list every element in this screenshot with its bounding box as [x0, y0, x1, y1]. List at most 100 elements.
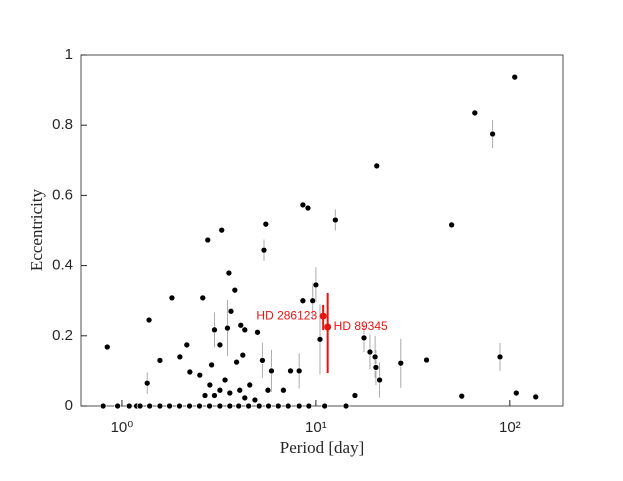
- data-point: [360, 334, 368, 342]
- data-point: [221, 376, 229, 384]
- data-point: [114, 402, 121, 410]
- data-point: [532, 393, 540, 401]
- y-tick-label: 0: [65, 397, 73, 414]
- data-point: [321, 402, 329, 410]
- data-point: [186, 402, 193, 410]
- data-point: [511, 73, 519, 81]
- data-point: [166, 402, 173, 410]
- data-point: [196, 371, 204, 379]
- data-point: [251, 396, 259, 404]
- data-point: [312, 281, 320, 289]
- data-point: [295, 402, 303, 410]
- data-point: [342, 402, 350, 410]
- highlight-point: [319, 312, 327, 320]
- data-point: [241, 394, 249, 402]
- data-point: [216, 386, 224, 394]
- data-point: [208, 361, 215, 369]
- data-point: [268, 367, 275, 375]
- data-point: [196, 402, 203, 410]
- data-point: [299, 297, 307, 305]
- data-point: [143, 379, 151, 387]
- data-point: [241, 326, 249, 334]
- data-point: [305, 402, 313, 410]
- data-point: [351, 392, 359, 399]
- highlight-point: [324, 323, 332, 331]
- data-point: [332, 216, 339, 224]
- data-point: [496, 353, 504, 361]
- data-point: [373, 162, 381, 170]
- data-point: [372, 364, 380, 371]
- data-point: [448, 221, 455, 229]
- data-point: [168, 294, 176, 302]
- data-point: [235, 402, 243, 410]
- data-point: [226, 389, 234, 397]
- data-point: [262, 220, 270, 228]
- data-point: [227, 307, 235, 315]
- x-tick-label: 10⁰: [111, 419, 134, 436]
- data-point: [366, 348, 374, 356]
- data-point: [471, 109, 479, 117]
- data-point: [239, 351, 247, 359]
- data-point: [316, 335, 324, 343]
- data-point: [304, 204, 312, 212]
- data-point: [136, 402, 144, 410]
- data-point: [287, 367, 294, 375]
- data-point: [512, 389, 520, 397]
- x-tick-label: 10²: [499, 419, 521, 436]
- data-point: [146, 402, 154, 410]
- data-point: [259, 357, 266, 364]
- data-point: [145, 316, 153, 324]
- data-point: [156, 357, 164, 364]
- data-point: [299, 201, 307, 209]
- data-point: [206, 402, 213, 410]
- data-point: [225, 269, 233, 277]
- data-point: [489, 130, 496, 138]
- data-point: [199, 294, 207, 302]
- data-point: [183, 341, 191, 349]
- data-point: [186, 368, 194, 376]
- data-point: [246, 381, 254, 389]
- data-point: [423, 356, 430, 364]
- data-point: [211, 326, 218, 334]
- data-point: [397, 359, 405, 367]
- data-point: [274, 402, 282, 410]
- y-tick-label: 1: [65, 46, 73, 63]
- data-point: [176, 353, 184, 361]
- x-axis-label: Period [day]: [280, 438, 365, 457]
- data-point: [309, 297, 317, 305]
- data-point: [255, 402, 263, 410]
- data-point: [233, 358, 240, 366]
- data-point: [254, 328, 261, 336]
- data-point: [295, 367, 303, 375]
- data-point: [265, 402, 272, 410]
- data-point: [103, 343, 111, 351]
- data-point: [99, 402, 107, 410]
- x-tick-label: 10¹: [305, 419, 327, 436]
- data-point: [204, 236, 212, 244]
- highlight-label: HD 89345: [334, 319, 388, 333]
- data-point: [458, 392, 466, 400]
- data-point: [216, 402, 224, 410]
- y-tick-label: 0.2: [52, 327, 73, 344]
- data-point: [125, 402, 133, 410]
- data-point: [211, 392, 218, 399]
- data-point: [231, 286, 239, 294]
- data-point: [264, 386, 272, 394]
- data-point: [284, 402, 292, 410]
- data-point: [206, 381, 214, 389]
- data-point: [376, 376, 383, 384]
- data-point: [156, 402, 164, 410]
- y-tick-label: 0.6: [52, 186, 73, 203]
- data-point: [260, 246, 268, 254]
- plot-frame: [80, 54, 564, 407]
- data-point: [237, 321, 245, 329]
- data-point: [280, 386, 287, 394]
- y-axis-label: Eccentricity: [27, 188, 46, 271]
- data-point: [224, 324, 231, 332]
- y-tick-label: 0.8: [52, 116, 73, 133]
- data-point: [218, 226, 226, 234]
- highlight-label: HD 286123: [256, 308, 317, 322]
- data-point: [236, 386, 244, 394]
- data-point: [371, 353, 379, 361]
